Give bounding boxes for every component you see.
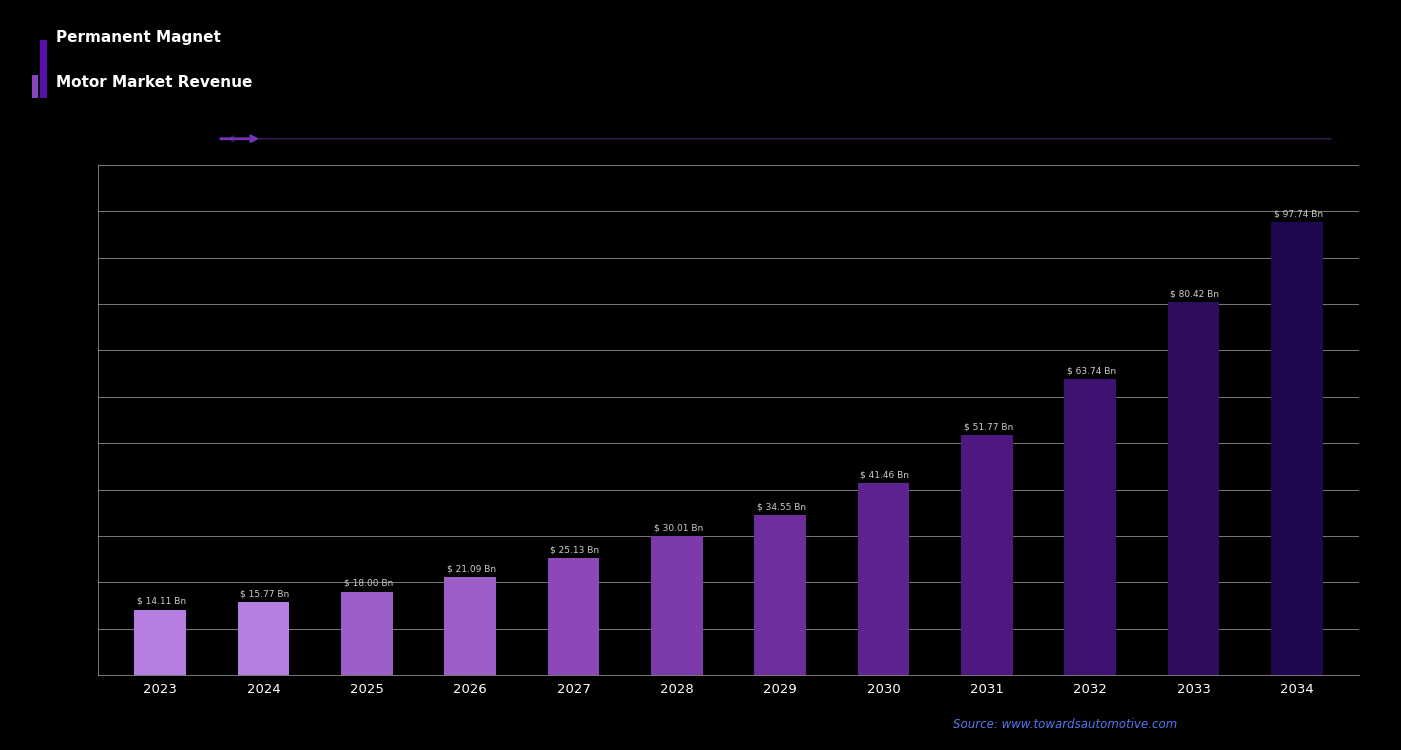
Text: $ 51.77 Bn: $ 51.77 Bn [964, 422, 1013, 431]
Text: $ 80.42 Bn: $ 80.42 Bn [1170, 290, 1219, 298]
Bar [41, 40, 46, 98]
Text: $ 15.77 Bn: $ 15.77 Bn [240, 590, 290, 598]
Bar [1271, 222, 1323, 675]
Text: $ 30.01 Bn: $ 30.01 Bn [654, 524, 703, 532]
Bar [651, 536, 703, 675]
Text: $ 25.13 Bn: $ 25.13 Bn [551, 546, 600, 555]
Text: $ 18.00 Bn: $ 18.00 Bn [343, 579, 392, 588]
Text: Motor Market Revenue: Motor Market Revenue [56, 75, 252, 90]
Bar [857, 483, 909, 675]
Bar [444, 578, 496, 675]
Bar [1168, 302, 1219, 675]
Bar [1065, 380, 1117, 675]
Bar [961, 435, 1013, 675]
Text: $ 14.11 Bn: $ 14.11 Bn [137, 597, 186, 606]
Text: $ 97.74 Bn: $ 97.74 Bn [1274, 209, 1323, 218]
Text: $ 41.46 Bn: $ 41.46 Bn [860, 470, 909, 479]
Text: $ 34.55 Bn: $ 34.55 Bn [757, 502, 806, 511]
Bar [340, 592, 392, 675]
Text: $ 21.09 Bn: $ 21.09 Bn [447, 565, 496, 574]
Text: $ 63.74 Bn: $ 63.74 Bn [1068, 367, 1117, 376]
Bar [134, 610, 186, 675]
Bar [548, 559, 600, 675]
Bar [32, 75, 38, 98]
Bar [754, 514, 806, 675]
Text: Source: www.towardsautomotive.com: Source: www.towardsautomotive.com [953, 718, 1177, 730]
Text: Permanent Magnet: Permanent Magnet [56, 30, 221, 45]
Bar [238, 602, 289, 675]
